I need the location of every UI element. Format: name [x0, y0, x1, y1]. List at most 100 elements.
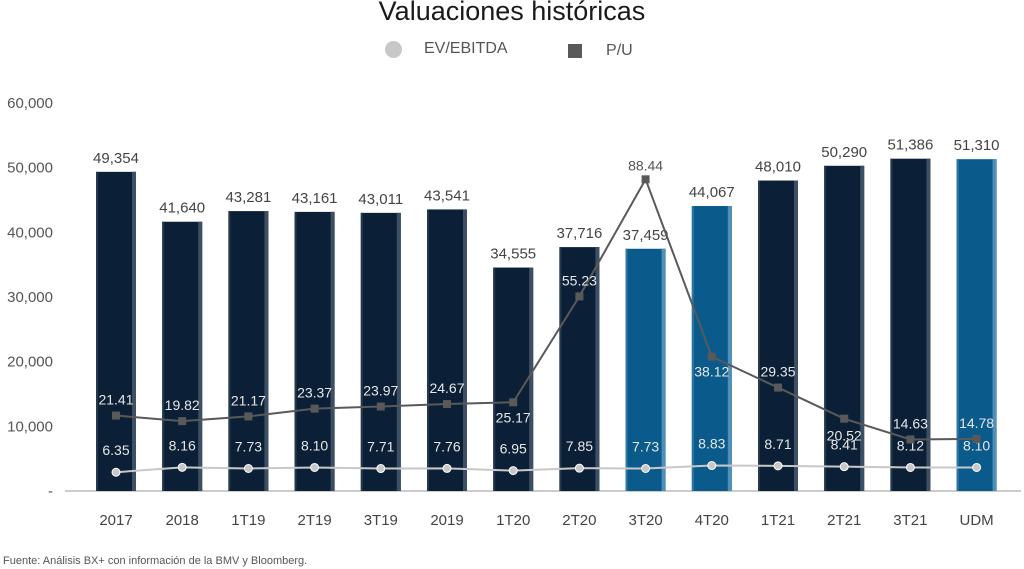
bar: [758, 180, 798, 491]
bar: [96, 171, 136, 492]
bar-edge: [890, 158, 893, 492]
y-tick-label: 20,000: [7, 354, 53, 371]
bar-edge: [463, 209, 467, 491]
y-tick-label: 30,000: [7, 289, 53, 306]
ev-ebitda-marker: [243, 463, 253, 473]
bar-value-label: 37,459: [623, 227, 669, 244]
bar-edge: [132, 171, 136, 492]
bar-value-label: 37,716: [556, 225, 602, 242]
bar-edge: [493, 267, 496, 491]
legend-item-ev-ebitda: EV/EBITDA: [385, 40, 508, 58]
chart-plot: - 10,000 20,000 30,000 40,000 50,000 60,000 49,…: [7, 95, 1021, 529]
ev-ebitda-marker: [839, 462, 849, 472]
bar: [559, 247, 600, 491]
x-tick-label: 2019: [430, 512, 463, 529]
bar: [625, 248, 666, 491]
x-tick-label: 2T19: [297, 512, 331, 529]
legend-circle-marker: [385, 40, 402, 58]
ev-ebitda-data-label: 8.10: [301, 437, 328, 453]
bar-edge: [559, 247, 562, 491]
bar-value-label: 44,067: [689, 184, 735, 201]
ev-ebitda-marker: [111, 467, 121, 477]
ev-ebitda-marker: [574, 463, 584, 473]
bar-edge: [96, 171, 98, 492]
ev-ebitda-data-label: 8.10: [963, 437, 990, 453]
pu-marker: [906, 435, 915, 444]
ev-ebitda-data-label: 7.76: [433, 438, 460, 454]
pu-data-label: 21.41: [98, 392, 133, 408]
bar-value-label: 49,354: [93, 150, 139, 167]
ev-ebitda-marker: [773, 461, 783, 471]
ev-ebitda-marker: [177, 462, 187, 472]
x-tick-label: 2018: [166, 512, 199, 529]
chart-title: Valuaciones históricas: [378, 0, 646, 26]
x-tick-label: 3T21: [893, 512, 927, 529]
ev-ebitda-marker: [707, 461, 717, 471]
pu-marker: [575, 292, 584, 301]
pu-marker: [443, 400, 451, 409]
legend-label-ev-ebitda: EV/EBITDA: [424, 40, 508, 57]
pu-data-label: 23.37: [297, 385, 332, 401]
bar-edge: [860, 165, 865, 492]
ev-ebitda-data-label: 7.73: [235, 438, 262, 454]
ev-ebitda-marker: [310, 462, 320, 472]
bar-value-label: 43,281: [225, 189, 271, 206]
ev-ebitda-line: [115, 464, 977, 474]
x-tick-label: 2T21: [827, 512, 861, 529]
bar-edge: [992, 159, 997, 492]
legend-item-pu: P/U: [568, 42, 633, 60]
ev-ebitda-marker: [972, 462, 982, 472]
pu-data-label: 20.52: [827, 428, 862, 444]
ev-ebitda-marker: [442, 463, 452, 473]
bar-value-label: 43,541: [424, 187, 470, 204]
ev-ebitda-marker: [376, 464, 386, 474]
y-tick-label: 40,000: [7, 224, 53, 241]
x-tick-label: 1T19: [231, 512, 265, 529]
pu-data-label: 29.35: [760, 364, 795, 380]
bar-value-label: 48,010: [755, 159, 801, 176]
bar: [691, 206, 732, 492]
x-tick-label: 4T20: [695, 512, 729, 529]
x-tick-label: 3T19: [364, 512, 398, 529]
bar-edge: [956, 159, 959, 492]
bar-edge: [360, 212, 363, 492]
bar-value-label: 51,386: [887, 137, 933, 154]
bar-edge: [824, 165, 827, 492]
bar-edge: [427, 209, 429, 491]
bar-edge: [794, 180, 798, 491]
bar-edge: [691, 206, 694, 492]
ev-ebitda-data-label: 8.71: [764, 436, 791, 452]
pu-marker: [178, 417, 187, 426]
ev-ebitda-data-label: 8.12: [897, 437, 924, 453]
bar: [162, 221, 203, 491]
ev-ebitda-data-label: 6.95: [500, 441, 527, 457]
x-tick-label: 2017: [99, 512, 132, 529]
bar: [427, 209, 467, 491]
source-note: Fuente: Análisis BX+ con información de …: [3, 555, 308, 567]
y-tick-label: 60,000: [7, 95, 53, 112]
bar-edge: [330, 211, 335, 491]
pu-data-label: 38.12: [694, 364, 729, 380]
pu-data-label: 55.23: [562, 272, 597, 288]
ev-ebitda-data-label: 7.73: [632, 438, 659, 454]
pu-data-label: 24.67: [429, 380, 464, 396]
bar-value-label: 43,161: [292, 190, 338, 207]
ev-ebitda-marker: [508, 466, 518, 476]
ev-ebitda-data-label: 7.71: [367, 439, 394, 455]
ev-ebitda-data-label: 6.35: [102, 442, 129, 458]
bar-edge: [228, 211, 231, 491]
x-tick-label: 1T21: [761, 512, 795, 529]
bar-edge: [529, 267, 534, 491]
bar-edge: [926, 158, 931, 492]
pu-marker: [707, 352, 716, 361]
pu-data-label: 21.17: [231, 392, 266, 408]
bar-edge: [625, 248, 628, 491]
pu-data-label: 25.17: [496, 409, 531, 425]
bar: [824, 165, 865, 492]
pu-marker: [310, 404, 319, 413]
pu-marker: [509, 398, 518, 407]
bar-value-label: 43,011: [358, 191, 403, 208]
pu-line: [115, 176, 977, 441]
ev-ebitda-data-label: 8.16: [169, 437, 196, 453]
bar-edge: [294, 211, 297, 491]
